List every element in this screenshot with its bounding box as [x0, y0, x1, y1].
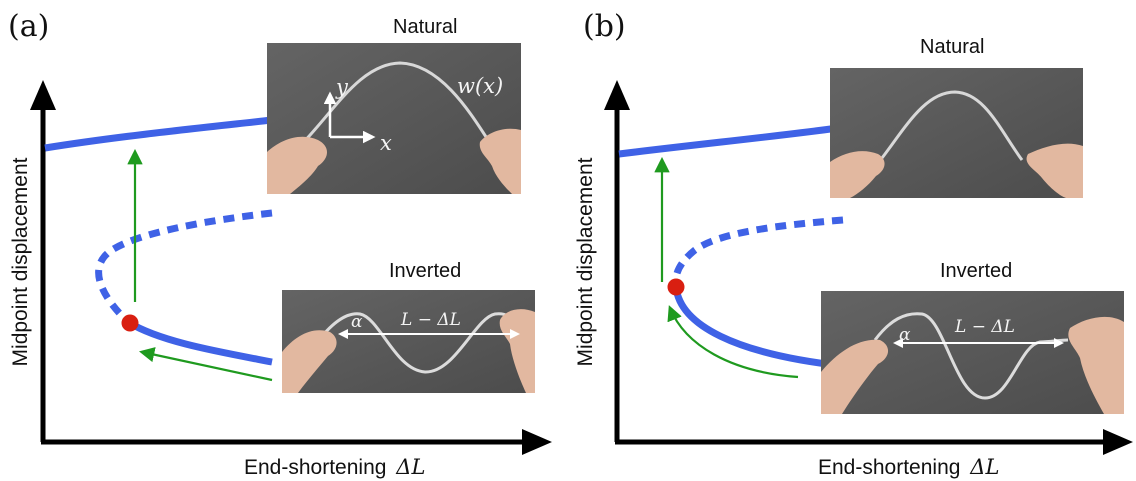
panel-a-natural-right-hand-icon	[479, 128, 521, 194]
panel-a-x-arrowhead-icon	[522, 429, 552, 455]
panel-b-natural-right-hand-icon	[1026, 143, 1083, 198]
panel-a-xlabel: End-shortening ΔL	[244, 455, 425, 479]
panel-b-length-label: L − ΔL	[954, 317, 1015, 337]
panel-b-ylabel: Midpoint displacement	[574, 157, 597, 366]
panel-a-loading-arrow	[138, 347, 273, 382]
panel-b-y-arrowhead-icon	[604, 80, 630, 110]
panel-b: (b) Midpoint displacement End-shortening…	[574, 9, 1133, 479]
panel-a-ylabel: Midpoint displacement	[9, 157, 32, 366]
panel-a-natural-title: Natural	[393, 16, 457, 38]
panel-b-inverted-photo: α L − ΔL	[821, 291, 1124, 414]
panel-a-label: (a)	[8, 9, 49, 44]
panel-a-photo-y-label: y	[335, 75, 349, 99]
panel-b-angle-label: α	[899, 325, 911, 345]
panel-a-photo-curve-label: w(x)	[457, 74, 503, 98]
panel-a-inverted-branch	[126, 319, 273, 366]
panel-a: (a) Midpoint displacement End-shortening…	[8, 9, 552, 479]
panel-a-inverted-title: Inverted	[389, 260, 461, 282]
panel-a-unstable-branch	[95, 209, 273, 325]
panel-b-natural-photo	[830, 68, 1083, 198]
panel-b-inverted-right-hand-icon	[1068, 316, 1124, 414]
panel-b-critical-point	[667, 278, 685, 296]
panel-b-loading-arrow	[667, 305, 799, 379]
panel-b-inverted-left-hand-icon	[821, 339, 889, 414]
panel-a-natural-photo: y x w(x)	[267, 43, 521, 194]
panel-a-axes	[30, 80, 552, 455]
panel-b-axes	[604, 80, 1133, 455]
panel-a-inverted-photo: α L − ΔL	[282, 290, 535, 393]
panel-a-natural-left-hand-icon	[267, 136, 327, 194]
panel-a-angle-label: α	[351, 312, 363, 332]
panel-b-natural-title: Natural	[920, 36, 984, 58]
panel-a-inverted-strip	[313, 312, 524, 374]
panel-b-natural-strip	[880, 90, 1024, 161]
panel-a-inverted-left-hand-icon	[282, 330, 337, 393]
panel-b-unstable-branch	[672, 216, 844, 288]
panel-b-x-arrowhead-icon	[1103, 429, 1133, 455]
panel-a-natural-branch	[44, 116, 273, 152]
panel-b-natural-branch	[618, 124, 839, 158]
panel-b-inverted-branch	[672, 286, 844, 370]
panel-a-photo-x-label: x	[380, 131, 392, 155]
panel-b-inverted-title: Inverted	[940, 260, 1012, 282]
panel-a-y-arrowhead-icon	[30, 80, 56, 110]
panel-b-natural-left-hand-icon	[830, 151, 885, 198]
panel-b-label: (b)	[583, 9, 626, 44]
panel-a-length-label: L − ΔL	[400, 310, 461, 330]
panel-a-critical-point	[121, 314, 139, 332]
panel-b-xlabel: End-shortening ΔL	[818, 455, 999, 479]
